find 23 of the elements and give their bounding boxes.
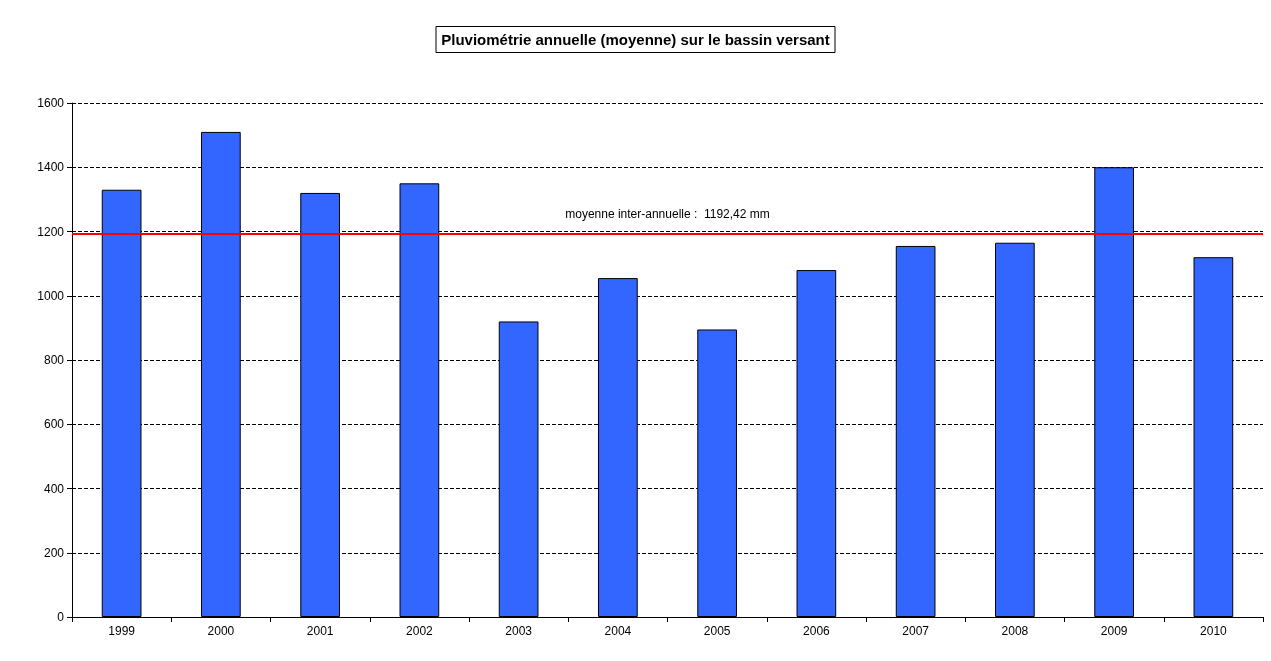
ref-line-label: moyenne inter-annuelle : 1192,42 mm	[565, 206, 770, 221]
y-tick-label: 400	[43, 481, 65, 496]
x-tick-label: 2004	[604, 624, 632, 638]
y-tick-label: 1400	[37, 160, 65, 175]
x-tick-label: 2008	[1001, 624, 1029, 638]
x-tick-label: 2007	[902, 624, 930, 638]
x-tick-label: 2010	[1200, 624, 1228, 638]
x-tick-label: 1999	[108, 624, 136, 638]
x-tick-label: 2006	[803, 624, 831, 638]
x-tick-label: 2009	[1100, 624, 1128, 638]
y-tick-label: 200	[43, 545, 65, 560]
y-tick-label: 1600	[37, 96, 65, 110]
y-tick-label: 1200	[37, 224, 65, 239]
x-tick-label: 2003	[505, 624, 533, 638]
y-tick-label: 800	[43, 353, 65, 367]
x-tick-label: 2001	[306, 624, 334, 638]
x-tick-label: 2000	[207, 624, 235, 638]
y-tick-label: 1000	[37, 288, 65, 303]
x-tick-label: 2005	[703, 624, 731, 638]
chart-title: Pluviométrie annuelle (moyenne) sur le bassin versant	[441, 31, 830, 48]
y-tick-label: 600	[43, 417, 65, 432]
x-tick-label: 2002	[406, 624, 434, 638]
y-tick-label: 0	[57, 610, 65, 624]
